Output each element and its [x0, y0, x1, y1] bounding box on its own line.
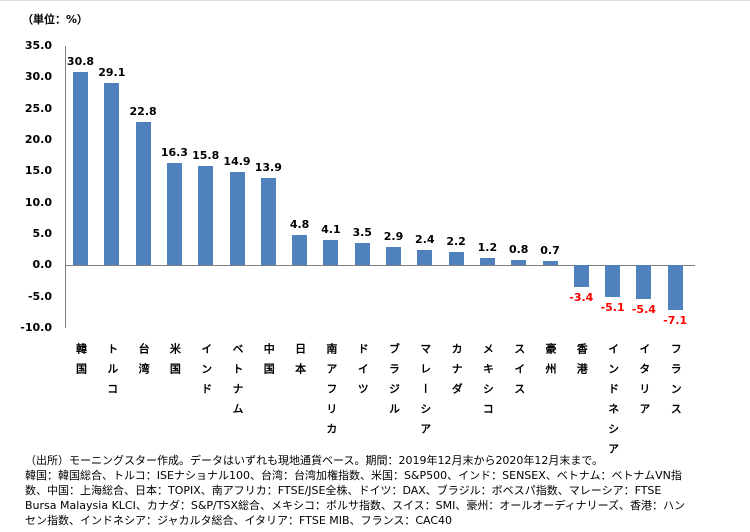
data-label: 1.2: [477, 240, 498, 254]
data-label: 16.3: [160, 146, 188, 160]
data-label: 22.8: [129, 105, 157, 119]
note-line: 数、中国：上海総合、日本：TOPIX、南アフリカ：FTSE/JSE全株、ドイツ：…: [25, 484, 662, 497]
y-tick-label: 35.0: [24, 39, 52, 52]
note-line: セン指数、インドネシア：ジャカルタ総合、イタリア：FTSE MIB、フランス：C…: [25, 514, 453, 527]
data-label: 0.7: [540, 243, 560, 257]
bar: [260, 178, 276, 266]
category-label: メキシコ: [481, 343, 495, 423]
data-label: 15.8: [192, 149, 220, 163]
data-label: -3.4: [569, 290, 594, 304]
note-line: 韓国：韓国総合、トルコ：ISEナショナル100、台湾：台湾加権指数、米国：S&P…: [25, 469, 682, 482]
bar: [573, 265, 589, 287]
data-label: -5.1: [600, 301, 625, 315]
category-label: 米国: [168, 343, 182, 383]
category-label: フランス: [669, 343, 683, 423]
y-tick-label: 20.0: [24, 133, 52, 146]
category-label: 中国: [262, 343, 276, 383]
category-label: ベトナム: [231, 343, 244, 423]
bar: [605, 265, 621, 298]
category-label: トルコ: [105, 343, 119, 403]
bar: [166, 163, 182, 266]
bar: [323, 239, 339, 266]
data-label: 3.5: [352, 226, 372, 240]
data-label: 4.8: [289, 218, 310, 232]
bar: [292, 235, 308, 266]
y-tick-label: 25.0: [24, 101, 52, 115]
bar: [354, 243, 370, 266]
data-label: -5.4: [631, 303, 656, 317]
data-label: 2.4: [415, 233, 435, 247]
category-label: ブラジル: [387, 343, 401, 423]
category-label: マレーシア: [418, 343, 432, 443]
data-label: 4.1: [321, 222, 341, 236]
category-label: 豪州: [544, 343, 557, 383]
data-label: 2.9: [383, 230, 404, 244]
category-label: 台湾: [137, 343, 151, 383]
category-label: ドイツ: [356, 343, 370, 403]
bar: [386, 247, 401, 266]
bar: [542, 260, 558, 266]
category-label: 韓国: [74, 343, 88, 383]
category-label: 香港: [575, 343, 589, 383]
bar: [636, 265, 652, 300]
data-label: 29.1: [98, 65, 126, 79]
category-label: イタリア: [637, 343, 651, 423]
data-label: 2.2: [446, 234, 466, 248]
bar: [73, 72, 88, 266]
category-label: 日本: [293, 343, 307, 383]
y-axis-line: [65, 46, 66, 328]
category-label: スイス: [512, 343, 526, 403]
category-label: インド: [199, 343, 213, 403]
note-line: Bursa Malaysia KLCI、カナダ：S&P/TSX総合、メキシコ：ボ…: [25, 499, 686, 512]
bar: [479, 257, 495, 266]
data-label: 30.8: [66, 55, 95, 69]
y-tick-label: 30.0: [24, 70, 52, 84]
bar: [229, 171, 245, 266]
y-tick-label: -10.0: [20, 321, 52, 334]
data-label: -7.1: [663, 313, 688, 327]
bar: [135, 122, 151, 266]
y-tick-label: 15.0: [24, 164, 52, 178]
y-tick-label: 10.0: [24, 195, 52, 209]
zero-axis-line: [65, 265, 695, 267]
note-line: （出所）モーニングスター作成。データはいずれも現地通貨ベース。期間：2019年1…: [25, 454, 603, 467]
bar: [667, 265, 683, 310]
bar: [198, 166, 214, 266]
data-label: 14.9: [223, 154, 251, 168]
y-tick-label: 5.0: [32, 227, 53, 240]
data-label: 0.8: [508, 243, 529, 257]
category-label: インドネシア: [606, 343, 620, 463]
unit-label: （単位：%）: [22, 13, 89, 26]
source-notes: （出所）モーニングスター作成。データはいずれも現地通貨ベース。期間：2019年1…: [25, 453, 735, 528]
bar: [448, 251, 464, 266]
category-label: 南アフリカ: [324, 343, 338, 443]
bar: [511, 260, 527, 266]
y-tick-label: 0.0: [32, 258, 53, 272]
category-label: カナダ: [450, 343, 464, 403]
bar: [104, 82, 120, 266]
bar: [417, 250, 433, 266]
data-label: 13.9: [254, 161, 282, 175]
y-tick-label: -5.0: [27, 289, 52, 303]
